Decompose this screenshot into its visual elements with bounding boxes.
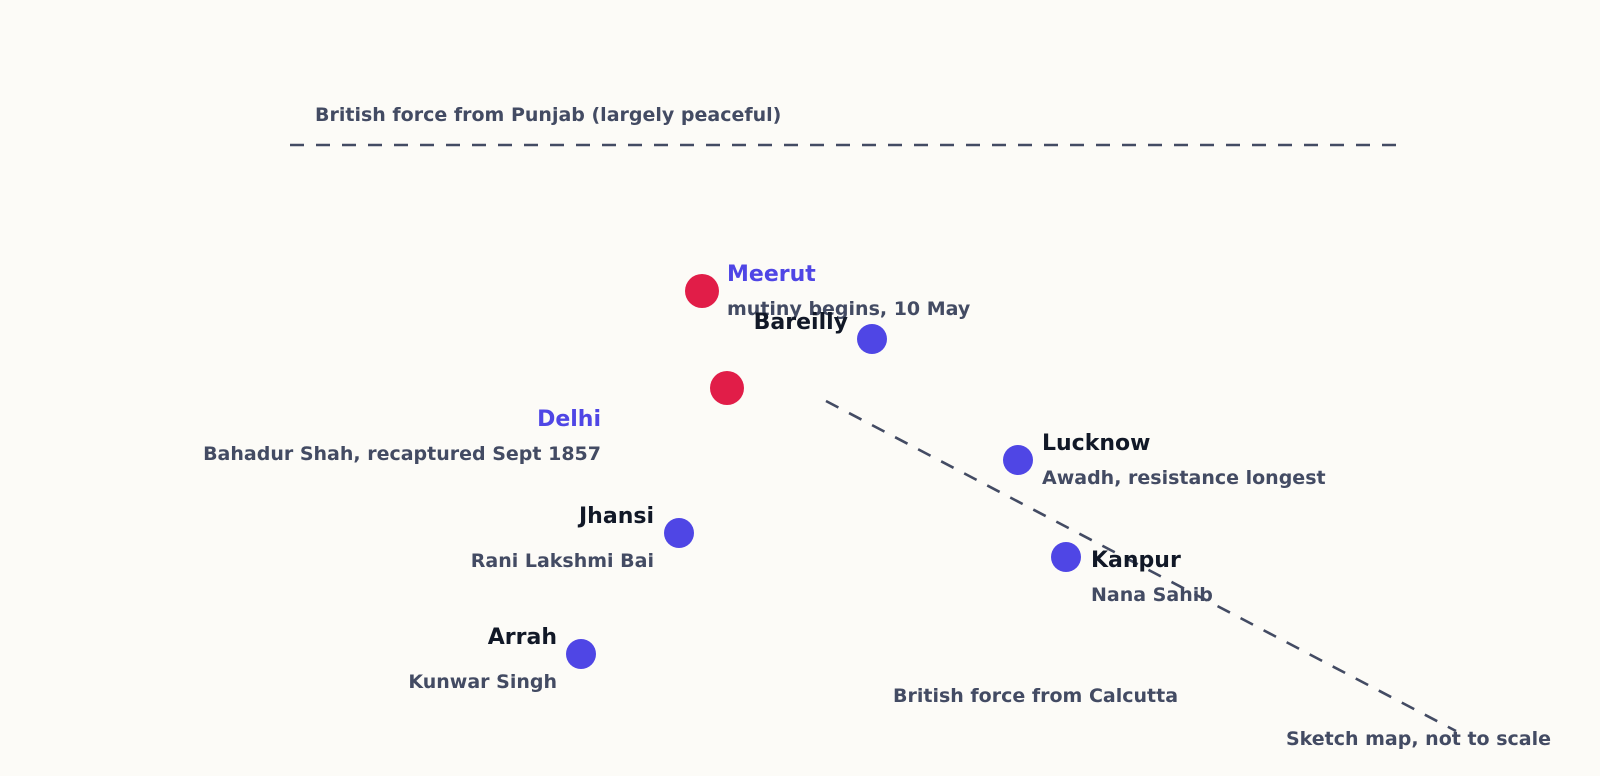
kanpur-note: Nana Sahib <box>1091 584 1213 606</box>
delhi-note: Bahadur Shah, recaptured Sept 1857 <box>203 443 601 465</box>
jhansi-marker <box>664 518 694 548</box>
meerut-note: mutiny begins, 10 May <box>727 298 971 320</box>
kanpur-marker <box>1051 542 1081 572</box>
city-arrah[interactable]: Arrah Kunwar Singh <box>408 625 596 693</box>
meerut-name: Meerut <box>727 262 816 287</box>
bareilly-marker <box>857 324 887 354</box>
city-delhi[interactable]: Delhi Bahadur Shah, recaptured Sept 1857 <box>203 371 744 465</box>
city-kanpur[interactable]: Kanpur Nana Sahib <box>1051 542 1213 606</box>
kanpur-name: Kanpur <box>1091 548 1181 573</box>
arrah-name: Arrah <box>488 625 557 650</box>
bareilly-name: Bareilly <box>754 310 848 335</box>
calcutta-route-label: British force from Calcutta <box>893 685 1178 707</box>
map-caption: Sketch map, not to scale <box>1286 728 1551 750</box>
lucknow-name: Lucknow <box>1042 431 1150 456</box>
meerut-marker <box>685 274 719 308</box>
city-jhansi[interactable]: Jhansi Rani Lakshmi Bai <box>471 504 694 572</box>
punjab-route-label: British force from Punjab (largely peace… <box>315 104 781 126</box>
city-meerut[interactable]: Meerut mutiny begins, 10 May <box>685 262 971 320</box>
jhansi-name: Jhansi <box>577 504 654 529</box>
city-bareilly[interactable]: Bareilly <box>754 310 887 354</box>
jhansi-note: Rani Lakshmi Bai <box>471 550 654 572</box>
lucknow-marker <box>1003 445 1033 475</box>
delhi-name: Delhi <box>537 407 601 432</box>
delhi-marker <box>710 371 744 405</box>
arrah-marker <box>566 639 596 669</box>
city-lucknow[interactable]: Lucknow Awadh, resistance longest <box>1003 431 1326 489</box>
arrah-note: Kunwar Singh <box>408 671 557 693</box>
lucknow-note: Awadh, resistance longest <box>1042 467 1326 489</box>
